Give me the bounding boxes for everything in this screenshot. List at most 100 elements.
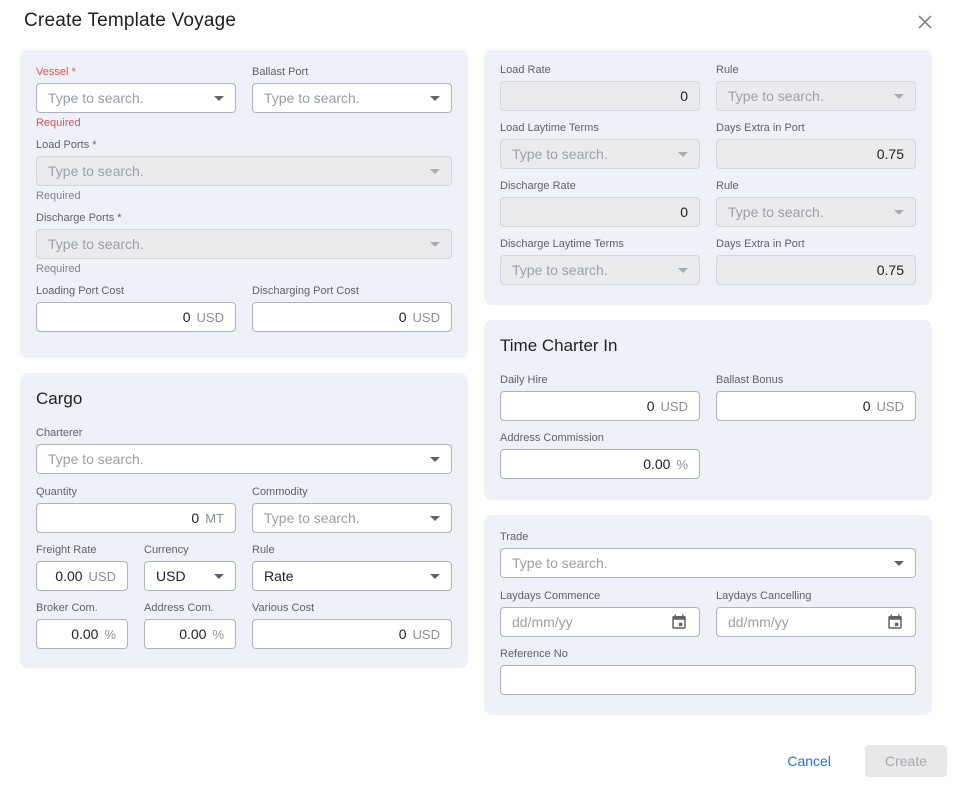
discharge-rule-label: Rule <box>716 180 739 192</box>
trade-label: Trade <box>500 531 529 543</box>
load-ports-input <box>48 163 424 179</box>
loading-port-cost-input[interactable]: 0 USD <box>36 302 236 332</box>
load-rule-label: Rule <box>716 64 739 76</box>
quantity-input[interactable]: 0 MT <box>36 503 236 533</box>
load-rate-label: Load Rate <box>500 64 551 76</box>
currency-select[interactable]: USD <box>144 561 236 591</box>
address-com-value: 0.00 <box>179 626 207 642</box>
cargo-heading: Cargo <box>36 389 83 408</box>
broker-com-input[interactable]: 0.00 % <box>36 619 128 649</box>
laydays-cancelling-date[interactable] <box>728 614 880 630</box>
create-button[interactable]: Create <box>864 745 947 777</box>
commodity-select[interactable] <box>252 503 452 533</box>
rule-select[interactable]: Rate <box>252 561 452 591</box>
chevron-down-icon <box>894 93 904 99</box>
reference-no-text[interactable] <box>512 672 904 688</box>
address-com-unit: % <box>212 626 224 642</box>
discharge-rule-select <box>716 197 916 227</box>
load-rate-value: 0 <box>680 88 688 104</box>
various-cost-input[interactable]: 0 USD <box>252 619 452 649</box>
time-charter-in-heading: Time Charter In <box>500 336 618 355</box>
load-rule-select <box>716 81 916 111</box>
broker-com-value: 0.00 <box>71 626 99 642</box>
chevron-down-icon <box>678 267 688 273</box>
discharge-laytime-terms-label: Discharge Laytime Terms <box>500 238 624 250</box>
discharge-days-extra-label: Days Extra in Port <box>716 238 805 250</box>
chevron-down-icon <box>214 95 224 101</box>
freight-rate-value: 0.00 <box>55 568 83 584</box>
freight-rate-input[interactable]: 0.00 USD <box>36 561 128 591</box>
reference-no-input[interactable] <box>500 665 916 695</box>
commodity-label: Commodity <box>252 486 308 498</box>
daily-hire-label: Daily Hire <box>500 374 548 386</box>
trade-select[interactable] <box>500 548 916 578</box>
discharging-port-cost-label: Discharging Port Cost <box>252 285 359 297</box>
discharge-rate-value: 0 <box>680 204 688 220</box>
discharging-port-cost-value: 0 <box>398 309 407 325</box>
discharging-port-cost-input[interactable]: 0 USD <box>252 302 452 332</box>
laydays-cancelling-input[interactable] <box>716 607 916 637</box>
reference-no-label: Reference No <box>500 648 568 660</box>
vessel-input[interactable] <box>48 90 208 106</box>
ballast-port-input[interactable] <box>264 90 424 106</box>
chevron-down-icon <box>430 515 440 521</box>
laydays-commence-input[interactable] <box>500 607 700 637</box>
trade-input[interactable] <box>512 555 888 571</box>
charterer-select[interactable] <box>36 444 452 474</box>
charterer-label: Charterer <box>36 427 83 439</box>
load-days-extra-label: Days Extra in Port <box>716 122 805 134</box>
cancel-button[interactable]: Cancel <box>777 745 841 777</box>
close-icon[interactable] <box>915 12 935 32</box>
discharging-port-cost-unit: USD <box>412 309 440 325</box>
laydays-commence-label: Laydays Commence <box>500 590 601 602</box>
laydays-commence-date[interactable] <box>512 614 664 630</box>
discharge-laytime-terms-select <box>500 255 700 285</box>
freight-rate-label: Freight Rate <box>36 544 97 556</box>
chevron-down-icon <box>214 573 224 579</box>
ballast-port-label: Ballast Port <box>252 66 309 78</box>
calendar-icon[interactable] <box>886 613 904 631</box>
cargo-panel: Cargo Charterer Quantity 0 MT Commodity … <box>20 373 468 668</box>
various-cost-label: Various Cost <box>252 602 315 614</box>
discharge-rate-input: 0 <box>500 197 700 227</box>
daily-hire-unit: USD <box>660 398 688 414</box>
vessel-label: Vessel * <box>36 66 76 78</box>
quantity-label: Quantity <box>36 486 77 498</box>
load-laytime-terms-label: Load Laytime Terms <box>500 122 599 134</box>
address-commission-label: Address Commission <box>500 432 604 444</box>
rule-label: Rule <box>252 544 275 556</box>
ballast-bonus-unit: USD <box>876 398 904 414</box>
ballast-bonus-input[interactable]: 0 USD <box>716 391 916 421</box>
vessel-error: Required <box>36 117 81 129</box>
broker-com-label: Broker Com. <box>36 602 98 614</box>
vessel-select[interactable] <box>36 83 236 113</box>
modal-footer: Cancel Create <box>777 745 947 777</box>
load-laytime-terms-input <box>512 146 672 162</box>
discharge-rate-label: Discharge Rate <box>500 180 576 192</box>
load-days-extra-input: 0.75 <box>716 139 916 169</box>
time-charter-in-panel: Time Charter In Daily Hire 0 USD Ballast… <box>484 320 932 500</box>
rates-panel: Load Rate 0 Rule Load Laytime Terms Days… <box>484 50 932 305</box>
loading-port-cost-value: 0 <box>182 309 191 325</box>
ballast-port-select[interactable] <box>252 83 452 113</box>
loading-port-cost-unit: USD <box>196 309 224 325</box>
address-commission-input[interactable]: 0.00 % <box>500 449 700 479</box>
voyage-panel: Vessel * Required Ballast Port Load Port… <box>20 50 468 358</box>
discharge-ports-label: Discharge Ports * <box>36 212 122 224</box>
chevron-down-icon <box>894 209 904 215</box>
load-days-extra-value: 0.75 <box>876 146 904 162</box>
rule-value: Rate <box>264 568 294 584</box>
daily-hire-input[interactable]: 0 USD <box>500 391 700 421</box>
laydays-cancelling-label: Laydays Cancelling <box>716 590 812 602</box>
page-title: Create Template Voyage <box>24 10 237 31</box>
charterer-input[interactable] <box>48 451 424 467</box>
discharge-days-extra-value: 0.75 <box>876 262 904 278</box>
calendar-icon[interactable] <box>670 613 688 631</box>
load-laytime-terms-select <box>500 139 700 169</box>
loading-port-cost-label: Loading Port Cost <box>36 285 125 297</box>
chevron-down-icon <box>430 241 440 247</box>
ballast-bonus-value: 0 <box>862 398 871 414</box>
commodity-input[interactable] <box>264 510 424 526</box>
discharge-ports-helper: Required <box>36 263 81 275</box>
address-com-input[interactable]: 0.00 % <box>144 619 236 649</box>
